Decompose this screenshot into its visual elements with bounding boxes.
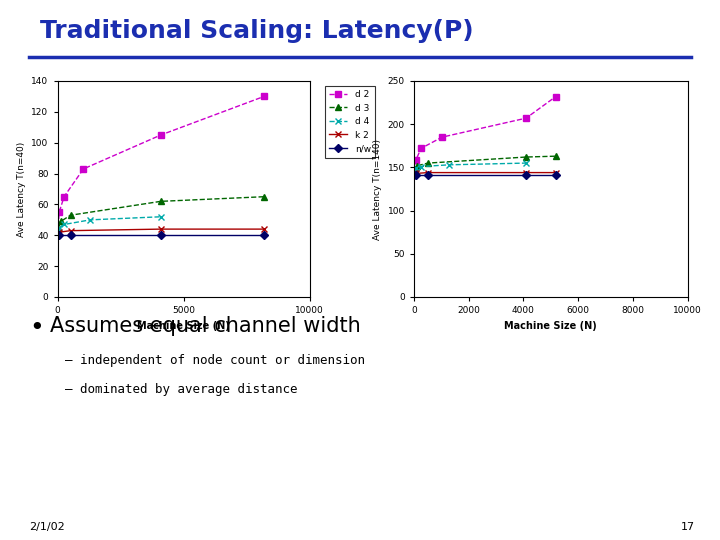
Y-axis label: Ave Latency T(n=40): Ave Latency T(n=40) <box>17 141 26 237</box>
Y-axis label: Ave Latency T(n=140): Ave Latency T(n=140) <box>373 138 382 240</box>
Text: Assumes equal channel width: Assumes equal channel width <box>50 316 361 336</box>
Text: 17: 17 <box>680 522 695 532</box>
Text: 2/1/02: 2/1/02 <box>29 522 65 532</box>
Text: – dominated by average distance: – dominated by average distance <box>65 383 297 396</box>
X-axis label: Machine Size (N): Machine Size (N) <box>505 321 597 330</box>
Legend: d 2, d 3, d 4, k 2, n/w: d 2, d 3, d 4, k 2, n/w <box>325 85 375 158</box>
Text: Traditional Scaling: Latency(P): Traditional Scaling: Latency(P) <box>40 19 473 43</box>
X-axis label: Machine Size (N): Machine Size (N) <box>138 321 230 330</box>
Text: – independent of node count or dimension: – independent of node count or dimension <box>65 354 365 367</box>
Text: •: • <box>29 316 43 340</box>
